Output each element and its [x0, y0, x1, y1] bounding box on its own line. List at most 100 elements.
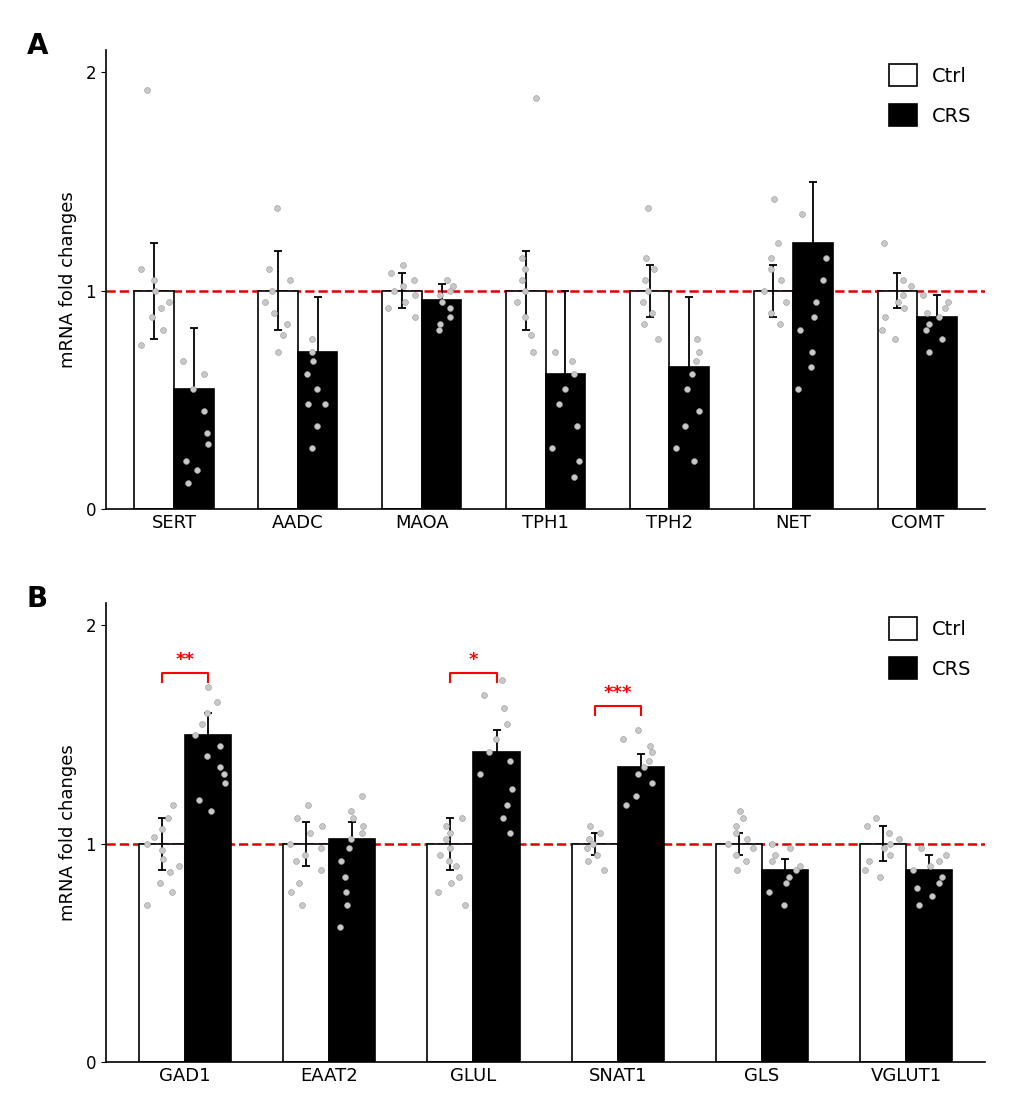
- Bar: [283, 843, 329, 1063]
- Point: [728, 824, 744, 842]
- Point: [337, 868, 354, 886]
- Point: [355, 818, 371, 836]
- Point: [814, 271, 830, 289]
- Point: [480, 743, 496, 760]
- Point: [856, 861, 872, 879]
- Point: [817, 249, 834, 267]
- Point: [760, 883, 776, 900]
- Point: [918, 304, 934, 321]
- Point: [382, 264, 398, 282]
- Point: [302, 824, 318, 842]
- Point: [498, 795, 515, 813]
- Point: [354, 787, 370, 805]
- Point: [300, 795, 316, 813]
- Bar: [174, 389, 213, 510]
- Bar: [905, 870, 951, 1063]
- Point: [441, 308, 458, 326]
- Point: [200, 678, 216, 696]
- Point: [516, 308, 532, 326]
- Point: [331, 918, 347, 936]
- Point: [522, 326, 538, 344]
- Point: [527, 90, 543, 108]
- Point: [503, 781, 520, 799]
- Point: [919, 315, 935, 333]
- Point: [902, 278, 918, 296]
- Bar: [298, 352, 337, 510]
- Point: [337, 883, 354, 900]
- Point: [338, 896, 355, 914]
- Point: [196, 402, 212, 420]
- Point: [912, 839, 928, 857]
- Bar: [916, 317, 956, 510]
- Point: [342, 802, 359, 820]
- Point: [341, 839, 358, 857]
- Point: [685, 452, 701, 470]
- Point: [342, 831, 359, 849]
- Point: [776, 292, 793, 310]
- Bar: [427, 843, 473, 1063]
- Y-axis label: mRNA fold changes: mRNA fold changes: [59, 745, 77, 922]
- Bar: [629, 291, 668, 510]
- Bar: [505, 291, 545, 510]
- Point: [580, 852, 596, 870]
- Point: [684, 365, 700, 383]
- Point: [890, 831, 906, 849]
- Point: [199, 423, 215, 441]
- Point: [858, 818, 874, 836]
- Point: [444, 278, 461, 296]
- Point: [133, 336, 150, 354]
- Point: [588, 846, 604, 864]
- Point: [584, 834, 600, 852]
- Point: [646, 260, 662, 278]
- Point: [595, 861, 611, 879]
- Point: [164, 883, 180, 900]
- Point: [886, 330, 902, 348]
- Bar: [139, 843, 185, 1063]
- Point: [802, 358, 818, 376]
- Point: [442, 299, 459, 317]
- Point: [153, 299, 169, 317]
- Point: [385, 282, 401, 300]
- Point: [677, 418, 693, 436]
- Point: [194, 715, 210, 732]
- Point: [641, 737, 657, 755]
- Point: [139, 896, 155, 914]
- Bar: [473, 752, 519, 1063]
- Point: [635, 315, 651, 333]
- Point: [282, 883, 299, 900]
- Point: [290, 875, 307, 893]
- Point: [667, 439, 684, 457]
- Point: [268, 198, 284, 216]
- Point: [930, 852, 947, 870]
- Point: [687, 352, 703, 370]
- Point: [922, 887, 938, 905]
- Point: [774, 896, 791, 914]
- Point: [932, 330, 949, 348]
- Point: [293, 896, 310, 914]
- Point: [441, 839, 458, 857]
- Point: [270, 343, 286, 361]
- Point: [266, 304, 282, 321]
- Point: [679, 380, 695, 398]
- Point: [591, 824, 607, 842]
- Point: [805, 308, 821, 326]
- Point: [174, 352, 191, 370]
- Point: [637, 271, 653, 289]
- Point: [788, 861, 804, 879]
- Point: [614, 730, 631, 748]
- Point: [739, 831, 755, 849]
- Point: [133, 260, 150, 278]
- Point: [431, 315, 447, 333]
- Point: [208, 693, 224, 711]
- Point: [895, 287, 911, 305]
- Point: [430, 321, 446, 339]
- Bar: [761, 870, 807, 1063]
- Point: [305, 352, 321, 370]
- Point: [257, 292, 273, 310]
- Point: [690, 402, 706, 420]
- Point: [199, 703, 215, 721]
- Point: [616, 795, 633, 813]
- Legend: Ctrl, CRS: Ctrl, CRS: [880, 609, 978, 688]
- Point: [643, 774, 659, 792]
- Point: [629, 721, 645, 739]
